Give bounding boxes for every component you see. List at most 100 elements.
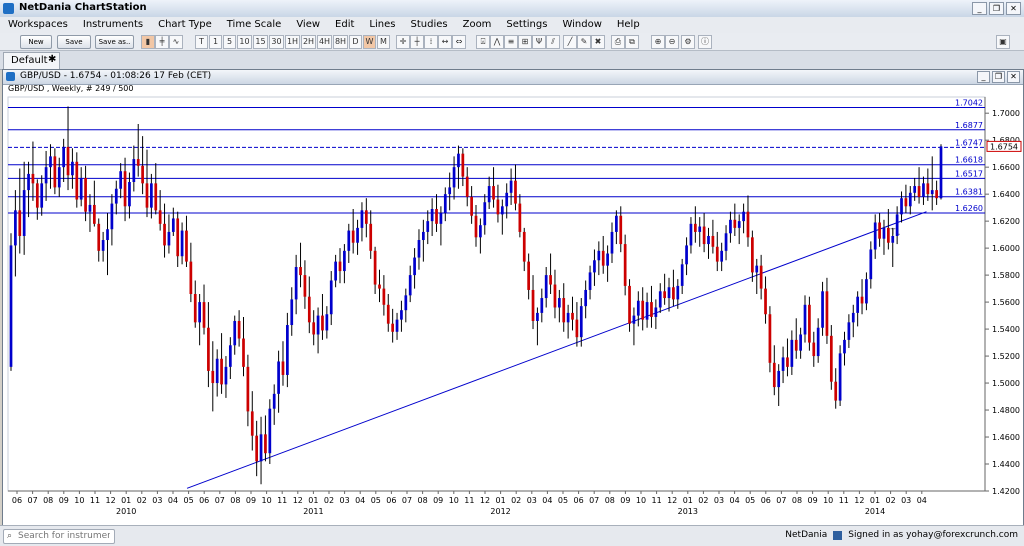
candle-body	[364, 210, 368, 224]
candle-body	[575, 319, 579, 338]
x-tick-label: 07	[589, 496, 599, 505]
candle-body	[242, 338, 245, 367]
candle-body	[557, 298, 561, 308]
timeframe-m-button[interactable]: M	[377, 35, 390, 49]
candle-body	[193, 294, 197, 323]
scroll-icon[interactable]: ⇔	[452, 35, 466, 49]
candlestick-chart-icon[interactable]: ▮	[141, 35, 155, 49]
candle-body	[860, 296, 864, 304]
candle-body	[917, 186, 921, 197]
timeframe-8h-button[interactable]: 8H	[333, 35, 348, 49]
horizontal-level-label: 1.6260	[955, 204, 983, 213]
candle-body	[584, 289, 588, 307]
instrument-search[interactable]: ⌕	[3, 529, 115, 544]
x-tick-label: 10	[823, 496, 833, 505]
chart-restore-button[interactable]: ❐	[992, 71, 1005, 83]
y-tick-label: 1.7000	[992, 109, 1020, 118]
x-tick-label: 02	[511, 496, 521, 505]
delete-drawing-icon[interactable]: ✖	[591, 35, 605, 49]
timeframe-1-button[interactable]: 1	[209, 35, 222, 49]
menu-item-instruments[interactable]: Instruments	[82, 19, 144, 30]
channel-icon[interactable]: ⫽	[546, 35, 560, 49]
save-button[interactable]: Save	[57, 35, 91, 49]
timeframe-w-button[interactable]: W	[363, 35, 376, 49]
copy-image-icon[interactable]: ⧉	[625, 35, 639, 49]
menu-item-help[interactable]: Help	[616, 19, 640, 30]
panel-toggle-icon[interactable]: ▣	[996, 35, 1010, 49]
candle-body	[49, 156, 52, 168]
candle-body	[268, 408, 272, 454]
timeframe-4h-button[interactable]: 4H	[317, 35, 332, 49]
zoom-out-icon[interactable]: ⊖	[665, 35, 679, 49]
candle-body	[373, 250, 377, 285]
timeframe-t-button[interactable]: T	[195, 35, 208, 49]
search-input[interactable]	[18, 530, 110, 542]
candle-body	[71, 161, 74, 176]
timeframe-15-button[interactable]: 15	[253, 35, 268, 49]
candle-body	[369, 223, 373, 251]
minimize-button[interactable]: _	[972, 2, 987, 15]
restore-button[interactable]: ❐	[989, 2, 1004, 15]
candle-body	[66, 146, 70, 176]
signed-in-label: Signed in as yohay@forexcrunch.com	[848, 530, 1018, 540]
timeframe-30-button[interactable]: 30	[269, 35, 284, 49]
candle-body	[509, 180, 513, 193]
menu-item-window[interactable]: Window	[562, 19, 602, 30]
menu-item-chart-type[interactable]: Chart Type	[158, 19, 212, 30]
trendline-icon[interactable]: ╱	[563, 35, 577, 49]
pitchfork-icon[interactable]: Ψ	[532, 35, 546, 49]
x-tick-label: 05	[745, 496, 755, 505]
fibonacci-icon[interactable]: ≡	[504, 35, 518, 49]
candle-body	[698, 226, 702, 232]
trendline-label: T1	[889, 228, 900, 237]
candle-body	[715, 246, 719, 262]
menu-item-workspaces[interactable]: Workspaces	[8, 19, 68, 30]
settings-icon[interactable]: ⚙	[681, 35, 695, 49]
x-tick-label: 03	[714, 496, 724, 505]
menu-item-lines[interactable]: Lines	[369, 19, 396, 30]
crosshair-icon[interactable]: ✛	[396, 35, 410, 49]
candle-body	[110, 203, 114, 230]
chart-close-button[interactable]: ✕	[1007, 71, 1020, 83]
menu-item-zoom[interactable]: Zoom	[462, 19, 492, 30]
timeframe-1h-button[interactable]: 1H	[285, 35, 300, 49]
pencil-icon[interactable]: ✎	[577, 35, 591, 49]
chart-minimize-button[interactable]: _	[977, 71, 990, 83]
candle-body	[343, 250, 346, 272]
candle-body	[35, 183, 39, 208]
save-as-button[interactable]: Save as..	[95, 35, 134, 49]
tab-close-icon[interactable]: ✱	[48, 54, 57, 65]
timeframe-5-button[interactable]: 5	[223, 35, 236, 49]
menu-item-view[interactable]: View	[296, 19, 321, 30]
bar-chart-icon[interactable]: ╪	[155, 35, 169, 49]
candle-body	[413, 257, 416, 276]
new-button[interactable]: New	[20, 35, 52, 49]
menu-item-studies[interactable]: Studies	[410, 19, 448, 30]
candle-body	[27, 173, 30, 191]
tab-default[interactable]: Default ✱	[3, 52, 60, 69]
brand-label: NetDania	[785, 530, 828, 540]
timeframe-10-button[interactable]: 10	[237, 35, 252, 49]
fan-tool-icon[interactable]: ⋀	[490, 35, 504, 49]
menu-item-edit[interactable]: Edit	[335, 19, 355, 30]
timeframe-2h-button[interactable]: 2H	[301, 35, 316, 49]
grid-icon[interactable]: ⁞	[424, 35, 438, 49]
line-chart-icon[interactable]: ∿	[169, 35, 183, 49]
vertical-cursor-icon[interactable]: ┼	[410, 35, 424, 49]
candle-body	[334, 261, 337, 281]
bell-alert-icon[interactable]: ⍓	[476, 35, 490, 49]
zoom-in-icon[interactable]: ⊕	[651, 35, 665, 49]
zoom-arrows-icon[interactable]: ↔	[438, 35, 452, 49]
timeframe-d-button[interactable]: D	[349, 35, 362, 49]
x-tick-label: 08	[792, 496, 802, 505]
gann-icon[interactable]: ⊞	[518, 35, 532, 49]
menu-item-settings[interactable]: Settings	[506, 19, 548, 30]
print-icon[interactable]: ⎙	[611, 35, 625, 49]
close-button[interactable]: ✕	[1006, 2, 1021, 15]
candle-body	[641, 300, 645, 320]
menu-item-time-scale[interactable]: Time Scale	[226, 19, 282, 30]
info-icon[interactable]: ⓘ	[698, 35, 712, 49]
horizontal-level-label: 1.6381	[955, 188, 983, 197]
x-tick-label: 04	[355, 496, 365, 505]
